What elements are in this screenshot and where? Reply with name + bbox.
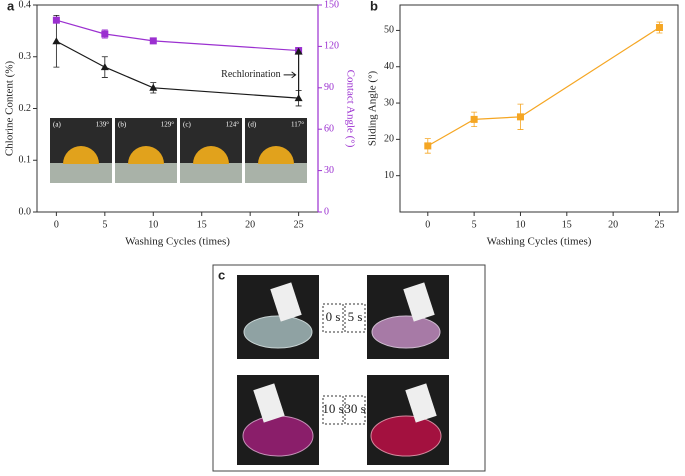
time-box bbox=[344, 395, 366, 425]
y2-tick-label: 90 bbox=[324, 82, 334, 93]
inset-label: (c) bbox=[183, 121, 191, 129]
x-tick-label: 0 bbox=[54, 219, 59, 230]
marker bbox=[470, 115, 478, 123]
y-tick-label: 0.1 bbox=[19, 155, 32, 166]
x-axis-title: Washing Cycles (times) bbox=[487, 236, 592, 248]
panel-label: a bbox=[7, 0, 15, 13]
marker bbox=[149, 37, 157, 45]
y2-tick-label: 0 bbox=[324, 206, 329, 217]
series-line bbox=[427, 27, 660, 147]
paper bbox=[403, 282, 435, 322]
y-tick-label: 0.0 bbox=[19, 206, 32, 217]
marker bbox=[516, 113, 524, 121]
inset-label: (a) bbox=[53, 121, 61, 129]
dish bbox=[371, 315, 441, 349]
photos bbox=[237, 275, 449, 465]
annotation-arrow bbox=[283, 71, 297, 79]
time-label: 0 s bbox=[326, 309, 341, 324]
inset-droplet bbox=[128, 146, 164, 164]
panel-label: c bbox=[218, 267, 225, 282]
x-tick-label: 15 bbox=[562, 219, 572, 230]
x-tick-label: 25 bbox=[654, 219, 664, 230]
y-tick-label: 0.3 bbox=[19, 51, 32, 62]
paper bbox=[405, 383, 437, 423]
marker bbox=[149, 83, 158, 91]
y2-axis-title: Contact Angle (°) bbox=[344, 70, 356, 148]
time-box bbox=[322, 395, 344, 425]
y-axis-title: Sliding Angle (°) bbox=[367, 71, 379, 147]
inset-angle: 139° bbox=[96, 121, 110, 129]
marker bbox=[424, 142, 432, 150]
paper bbox=[253, 383, 285, 423]
annotation: Rechlorination bbox=[221, 69, 280, 80]
y-axis-title: Chlorine Content (%) bbox=[4, 61, 16, 157]
series-line bbox=[56, 19, 299, 52]
time-box bbox=[322, 303, 344, 333]
inset-angle: 124° bbox=[226, 121, 240, 129]
x-tick-label: 5 bbox=[472, 219, 477, 230]
inset-floor bbox=[115, 163, 177, 183]
inset-floor bbox=[245, 163, 307, 183]
y-tick-label: 0.2 bbox=[19, 103, 32, 114]
series-line bbox=[56, 40, 299, 99]
x-tick-label: 15 bbox=[197, 219, 207, 230]
dish bbox=[243, 315, 313, 349]
inset-floor bbox=[180, 163, 242, 183]
marker bbox=[52, 16, 60, 24]
inset-floor bbox=[50, 163, 112, 183]
inset-label: (d) bbox=[248, 121, 257, 129]
x-tick-label: 10 bbox=[515, 219, 525, 230]
time-label: 10 s bbox=[322, 401, 343, 416]
dish bbox=[242, 415, 314, 457]
time-label: 5 s bbox=[348, 309, 363, 324]
inset-angle: 117° bbox=[291, 121, 304, 129]
time-label: 30 s bbox=[344, 401, 365, 416]
y-tick-label: 10 bbox=[384, 170, 394, 181]
y2-tick-label: 150 bbox=[324, 0, 339, 10]
inset-droplet bbox=[258, 146, 294, 164]
inset-droplet bbox=[63, 146, 99, 164]
y-tick-label: 0.4 bbox=[19, 0, 32, 10]
x-tick-label: 5 bbox=[102, 219, 107, 230]
inset-label: (b) bbox=[118, 121, 127, 129]
marker bbox=[101, 30, 109, 38]
inset-angle: 129° bbox=[161, 121, 175, 129]
x-axis-title: Washing Cycles (times) bbox=[125, 236, 230, 248]
y2-tick-label: 120 bbox=[324, 41, 339, 52]
y-tick-label: 40 bbox=[384, 61, 394, 72]
inset-droplet bbox=[193, 146, 229, 164]
y-tick-label: 50 bbox=[384, 25, 394, 36]
paper bbox=[270, 282, 302, 322]
marker bbox=[52, 37, 61, 45]
y2-tick-label: 60 bbox=[324, 123, 334, 134]
y-tick-label: 30 bbox=[384, 97, 394, 108]
time-box bbox=[344, 303, 366, 333]
x-tick-label: 25 bbox=[294, 219, 304, 230]
plot-frame bbox=[399, 4, 679, 213]
x-tick-label: 0 bbox=[425, 219, 430, 230]
x-tick-label: 20 bbox=[245, 219, 255, 230]
rechlorination-marker bbox=[294, 47, 303, 55]
x-tick-label: 20 bbox=[608, 219, 618, 230]
panel-label: b bbox=[370, 0, 378, 13]
y2-tick-label: 30 bbox=[324, 165, 334, 176]
marker bbox=[655, 24, 663, 32]
x-tick-label: 10 bbox=[148, 219, 158, 230]
dish bbox=[370, 415, 442, 457]
marker bbox=[100, 63, 109, 71]
y-tick-label: 20 bbox=[384, 134, 394, 145]
